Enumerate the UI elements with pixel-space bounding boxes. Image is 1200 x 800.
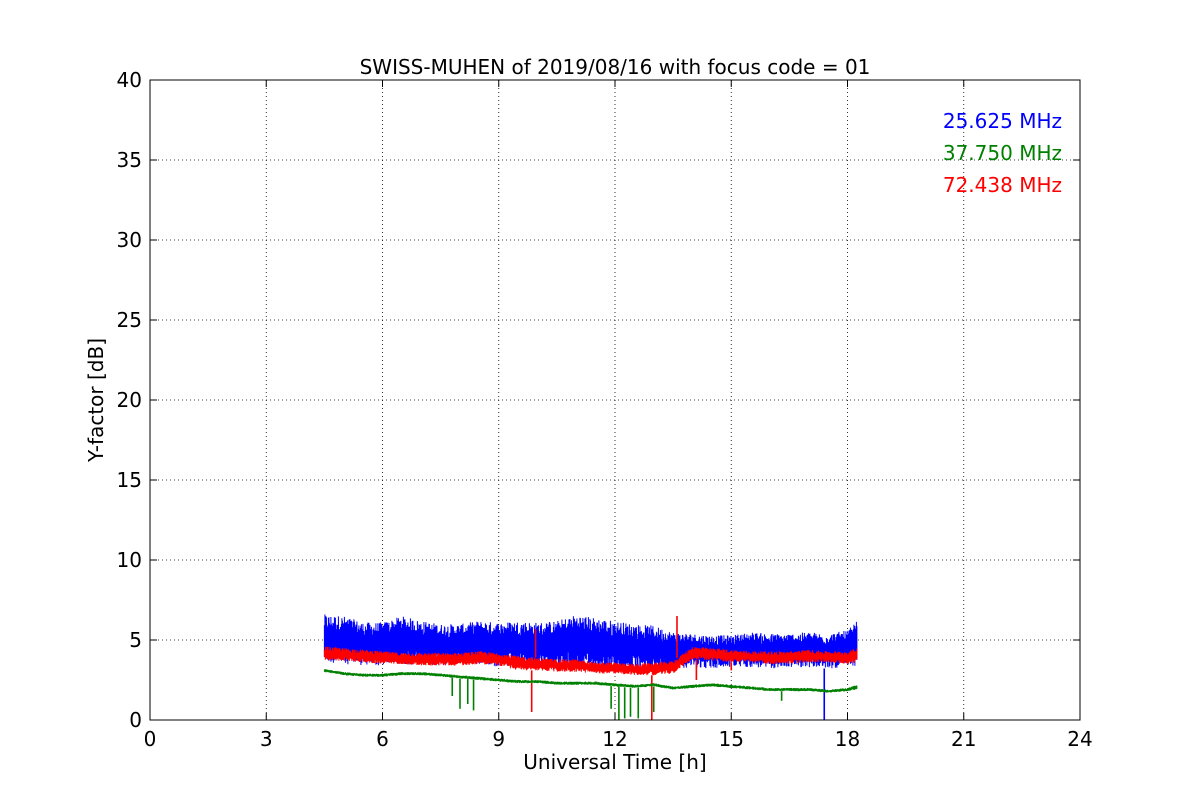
y-tick-label: 20 <box>117 388 142 412</box>
x-tick-label: 15 <box>719 727 744 751</box>
legend-entry: 72.438 MHz <box>943 173 1062 197</box>
x-tick-label: 24 <box>1067 727 1092 751</box>
y-tick-label: 5 <box>129 628 142 652</box>
x-tick-label: 6 <box>376 727 389 751</box>
series-trace <box>323 646 858 676</box>
y-tick-label: 25 <box>117 308 142 332</box>
chart-title: SWISS-MUHEN of 2019/08/16 with focus cod… <box>360 55 871 79</box>
series-layer <box>323 614 858 720</box>
series-trace <box>323 669 858 693</box>
series-37-750-mhz <box>323 669 858 720</box>
x-axis-label: Universal Time [h] <box>523 750 706 774</box>
y-tick-label: 10 <box>117 548 142 572</box>
x-tick-label: 18 <box>835 727 860 751</box>
legend-entry: 37.750 MHz <box>943 141 1062 165</box>
x-tick-label: 21 <box>951 727 976 751</box>
y-tick-label: 40 <box>117 68 142 92</box>
y-tick-label: 30 <box>117 228 142 252</box>
x-tick-label: 9 <box>492 727 505 751</box>
y-tick-label: 0 <box>129 708 142 732</box>
x-tick-label: 12 <box>602 727 627 751</box>
series-72-438-mhz <box>323 616 858 720</box>
y-axis-label: Y-factor [dB] <box>84 338 108 463</box>
y-tick-label: 15 <box>117 468 142 492</box>
x-tick-label: 0 <box>144 727 157 751</box>
x-tick-label: 3 <box>260 727 273 751</box>
legend: 25.625 MHz 37.750 MHz 72.438 MHz <box>943 109 1062 197</box>
y-tick-label: 35 <box>117 148 142 172</box>
ticks: 0 3 6 9 12 15 18 21 24 0 5 10 15 20 25 30 35 40 <box>117 68 1093 751</box>
legend-entry: 25.625 MHz <box>943 109 1062 133</box>
